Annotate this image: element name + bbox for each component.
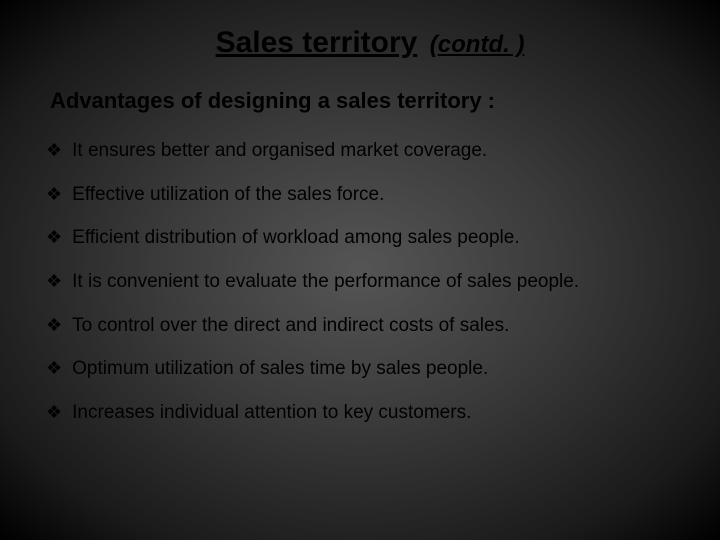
bullet-text: To control over the direct and indirect … [72, 313, 680, 339]
slide-title-sub: (contd. ) [430, 31, 525, 58]
diamond-bullet-icon: ❖ [46, 400, 62, 425]
bullet-text: Optimum utilization of sales time by sal… [72, 356, 680, 382]
diamond-bullet-icon: ❖ [46, 313, 62, 338]
bullet-text: Efficient distribution of workload among… [72, 225, 680, 251]
diamond-bullet-icon: ❖ [46, 138, 62, 163]
bullet-text: It ensures better and organised market c… [72, 138, 680, 164]
diamond-bullet-icon: ❖ [46, 356, 62, 381]
bullet-text: It is convenient to evaluate the perform… [72, 269, 680, 295]
list-item: ❖ It is convenient to evaluate the perfo… [46, 269, 680, 295]
bullet-list: ❖ It ensures better and organised market… [46, 138, 680, 425]
list-item: ❖ To control over the direct and indirec… [46, 313, 680, 339]
list-item: ❖ Effective utilization of the sales for… [46, 182, 680, 208]
list-item: ❖ It ensures better and organised market… [46, 138, 680, 164]
diamond-bullet-icon: ❖ [46, 269, 62, 294]
slide-title-row: Sales territory (contd. ) [60, 26, 680, 60]
list-item: ❖ Efficient distribution of workload amo… [46, 225, 680, 251]
diamond-bullet-icon: ❖ [46, 225, 62, 250]
list-item: ❖ Optimum utilization of sales time by s… [46, 356, 680, 382]
diamond-bullet-icon: ❖ [46, 182, 62, 207]
bullet-text: Increases individual attention to key cu… [72, 400, 680, 426]
list-item: ❖ Increases individual attention to key … [46, 400, 680, 426]
slide-subheading: Advantages of designing a sales territor… [50, 88, 680, 114]
slide-title-main: Sales territory [216, 26, 418, 59]
bullet-text: Effective utilization of the sales force… [72, 182, 680, 208]
